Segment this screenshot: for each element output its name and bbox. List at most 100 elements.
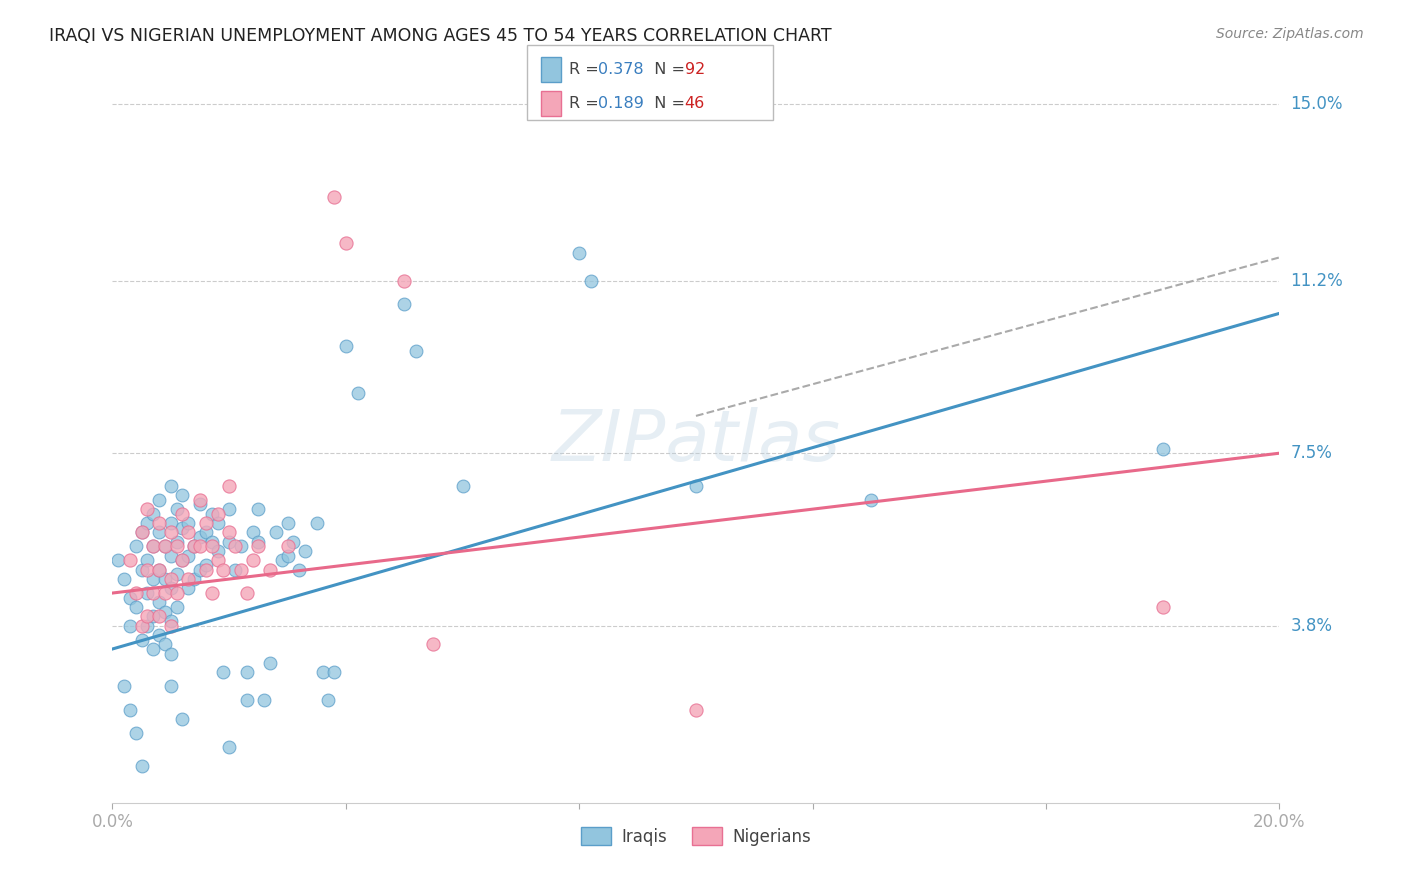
Point bbox=[118, 553, 141, 567]
Point bbox=[160, 679, 183, 693]
Point bbox=[229, 540, 252, 554]
Point bbox=[172, 488, 194, 502]
Point bbox=[201, 586, 224, 600]
Point bbox=[142, 507, 165, 521]
Point bbox=[160, 479, 183, 493]
Point bbox=[242, 525, 264, 540]
Point bbox=[218, 525, 240, 540]
Point bbox=[112, 679, 135, 693]
Point bbox=[394, 297, 416, 311]
Point bbox=[160, 572, 183, 586]
Point bbox=[166, 600, 188, 615]
Point bbox=[118, 618, 141, 632]
Point bbox=[264, 525, 287, 540]
Point bbox=[166, 502, 188, 516]
Point bbox=[172, 553, 194, 567]
Point bbox=[183, 540, 205, 554]
Point bbox=[125, 726, 148, 740]
Point bbox=[118, 702, 141, 716]
Point bbox=[1152, 600, 1174, 615]
Text: 92: 92 bbox=[685, 62, 704, 78]
Point bbox=[142, 572, 165, 586]
Text: ZIPatlas: ZIPatlas bbox=[551, 407, 841, 476]
Point bbox=[148, 563, 170, 577]
Point bbox=[212, 665, 235, 680]
Point bbox=[218, 479, 240, 493]
Point bbox=[235, 693, 257, 707]
Point bbox=[207, 553, 229, 567]
Point bbox=[131, 525, 153, 540]
Point bbox=[172, 712, 194, 726]
Point bbox=[323, 665, 346, 680]
Point bbox=[218, 534, 240, 549]
Point bbox=[166, 540, 188, 554]
Text: 11.2%: 11.2% bbox=[1291, 272, 1343, 290]
Point bbox=[183, 540, 205, 554]
Point bbox=[148, 563, 170, 577]
Point bbox=[136, 563, 159, 577]
Point bbox=[451, 479, 474, 493]
Point bbox=[259, 656, 281, 670]
Point bbox=[131, 563, 153, 577]
Point bbox=[194, 563, 217, 577]
Point bbox=[235, 665, 257, 680]
Text: 46: 46 bbox=[685, 95, 704, 111]
Point bbox=[142, 540, 165, 554]
Point bbox=[394, 274, 416, 288]
Point bbox=[118, 591, 141, 605]
Point bbox=[142, 540, 165, 554]
Point bbox=[247, 540, 270, 554]
Point bbox=[194, 525, 217, 540]
Point bbox=[160, 647, 183, 661]
Point bbox=[685, 702, 707, 716]
Point bbox=[276, 549, 298, 563]
Point bbox=[136, 586, 159, 600]
Point bbox=[224, 563, 246, 577]
Point bbox=[131, 525, 153, 540]
Point bbox=[201, 534, 224, 549]
Legend: Iraqis, Nigerians: Iraqis, Nigerians bbox=[575, 821, 817, 852]
Text: Source: ZipAtlas.com: Source: ZipAtlas.com bbox=[1216, 27, 1364, 41]
Text: R =: R = bbox=[569, 95, 605, 111]
Point bbox=[183, 572, 205, 586]
Point bbox=[172, 521, 194, 535]
Point bbox=[148, 525, 170, 540]
Point bbox=[160, 516, 183, 530]
Point bbox=[201, 540, 224, 554]
Point bbox=[142, 609, 165, 624]
Point bbox=[131, 632, 153, 647]
Point bbox=[346, 385, 368, 400]
Point bbox=[153, 540, 176, 554]
Point bbox=[288, 563, 311, 577]
Point bbox=[177, 582, 200, 596]
Point bbox=[148, 609, 170, 624]
Point bbox=[177, 525, 200, 540]
Point bbox=[160, 525, 183, 540]
Point bbox=[136, 553, 159, 567]
Point bbox=[235, 586, 257, 600]
Point bbox=[177, 516, 200, 530]
Point bbox=[142, 642, 165, 657]
Point bbox=[188, 563, 211, 577]
Point bbox=[270, 553, 292, 567]
Point bbox=[207, 507, 229, 521]
Text: N =: N = bbox=[644, 62, 690, 78]
Point bbox=[148, 516, 170, 530]
Point bbox=[860, 492, 883, 507]
Point bbox=[125, 600, 148, 615]
Point bbox=[160, 618, 183, 632]
Point bbox=[242, 553, 264, 567]
Point bbox=[131, 618, 153, 632]
Point bbox=[166, 534, 188, 549]
Point bbox=[177, 549, 200, 563]
Point bbox=[422, 637, 444, 651]
Point bbox=[247, 534, 270, 549]
Point bbox=[229, 563, 252, 577]
Point bbox=[131, 758, 153, 772]
Point bbox=[283, 534, 305, 549]
Point bbox=[188, 530, 211, 544]
Point bbox=[172, 553, 194, 567]
Point bbox=[142, 586, 165, 600]
Point bbox=[148, 628, 170, 642]
Text: 3.8%: 3.8% bbox=[1291, 616, 1333, 635]
